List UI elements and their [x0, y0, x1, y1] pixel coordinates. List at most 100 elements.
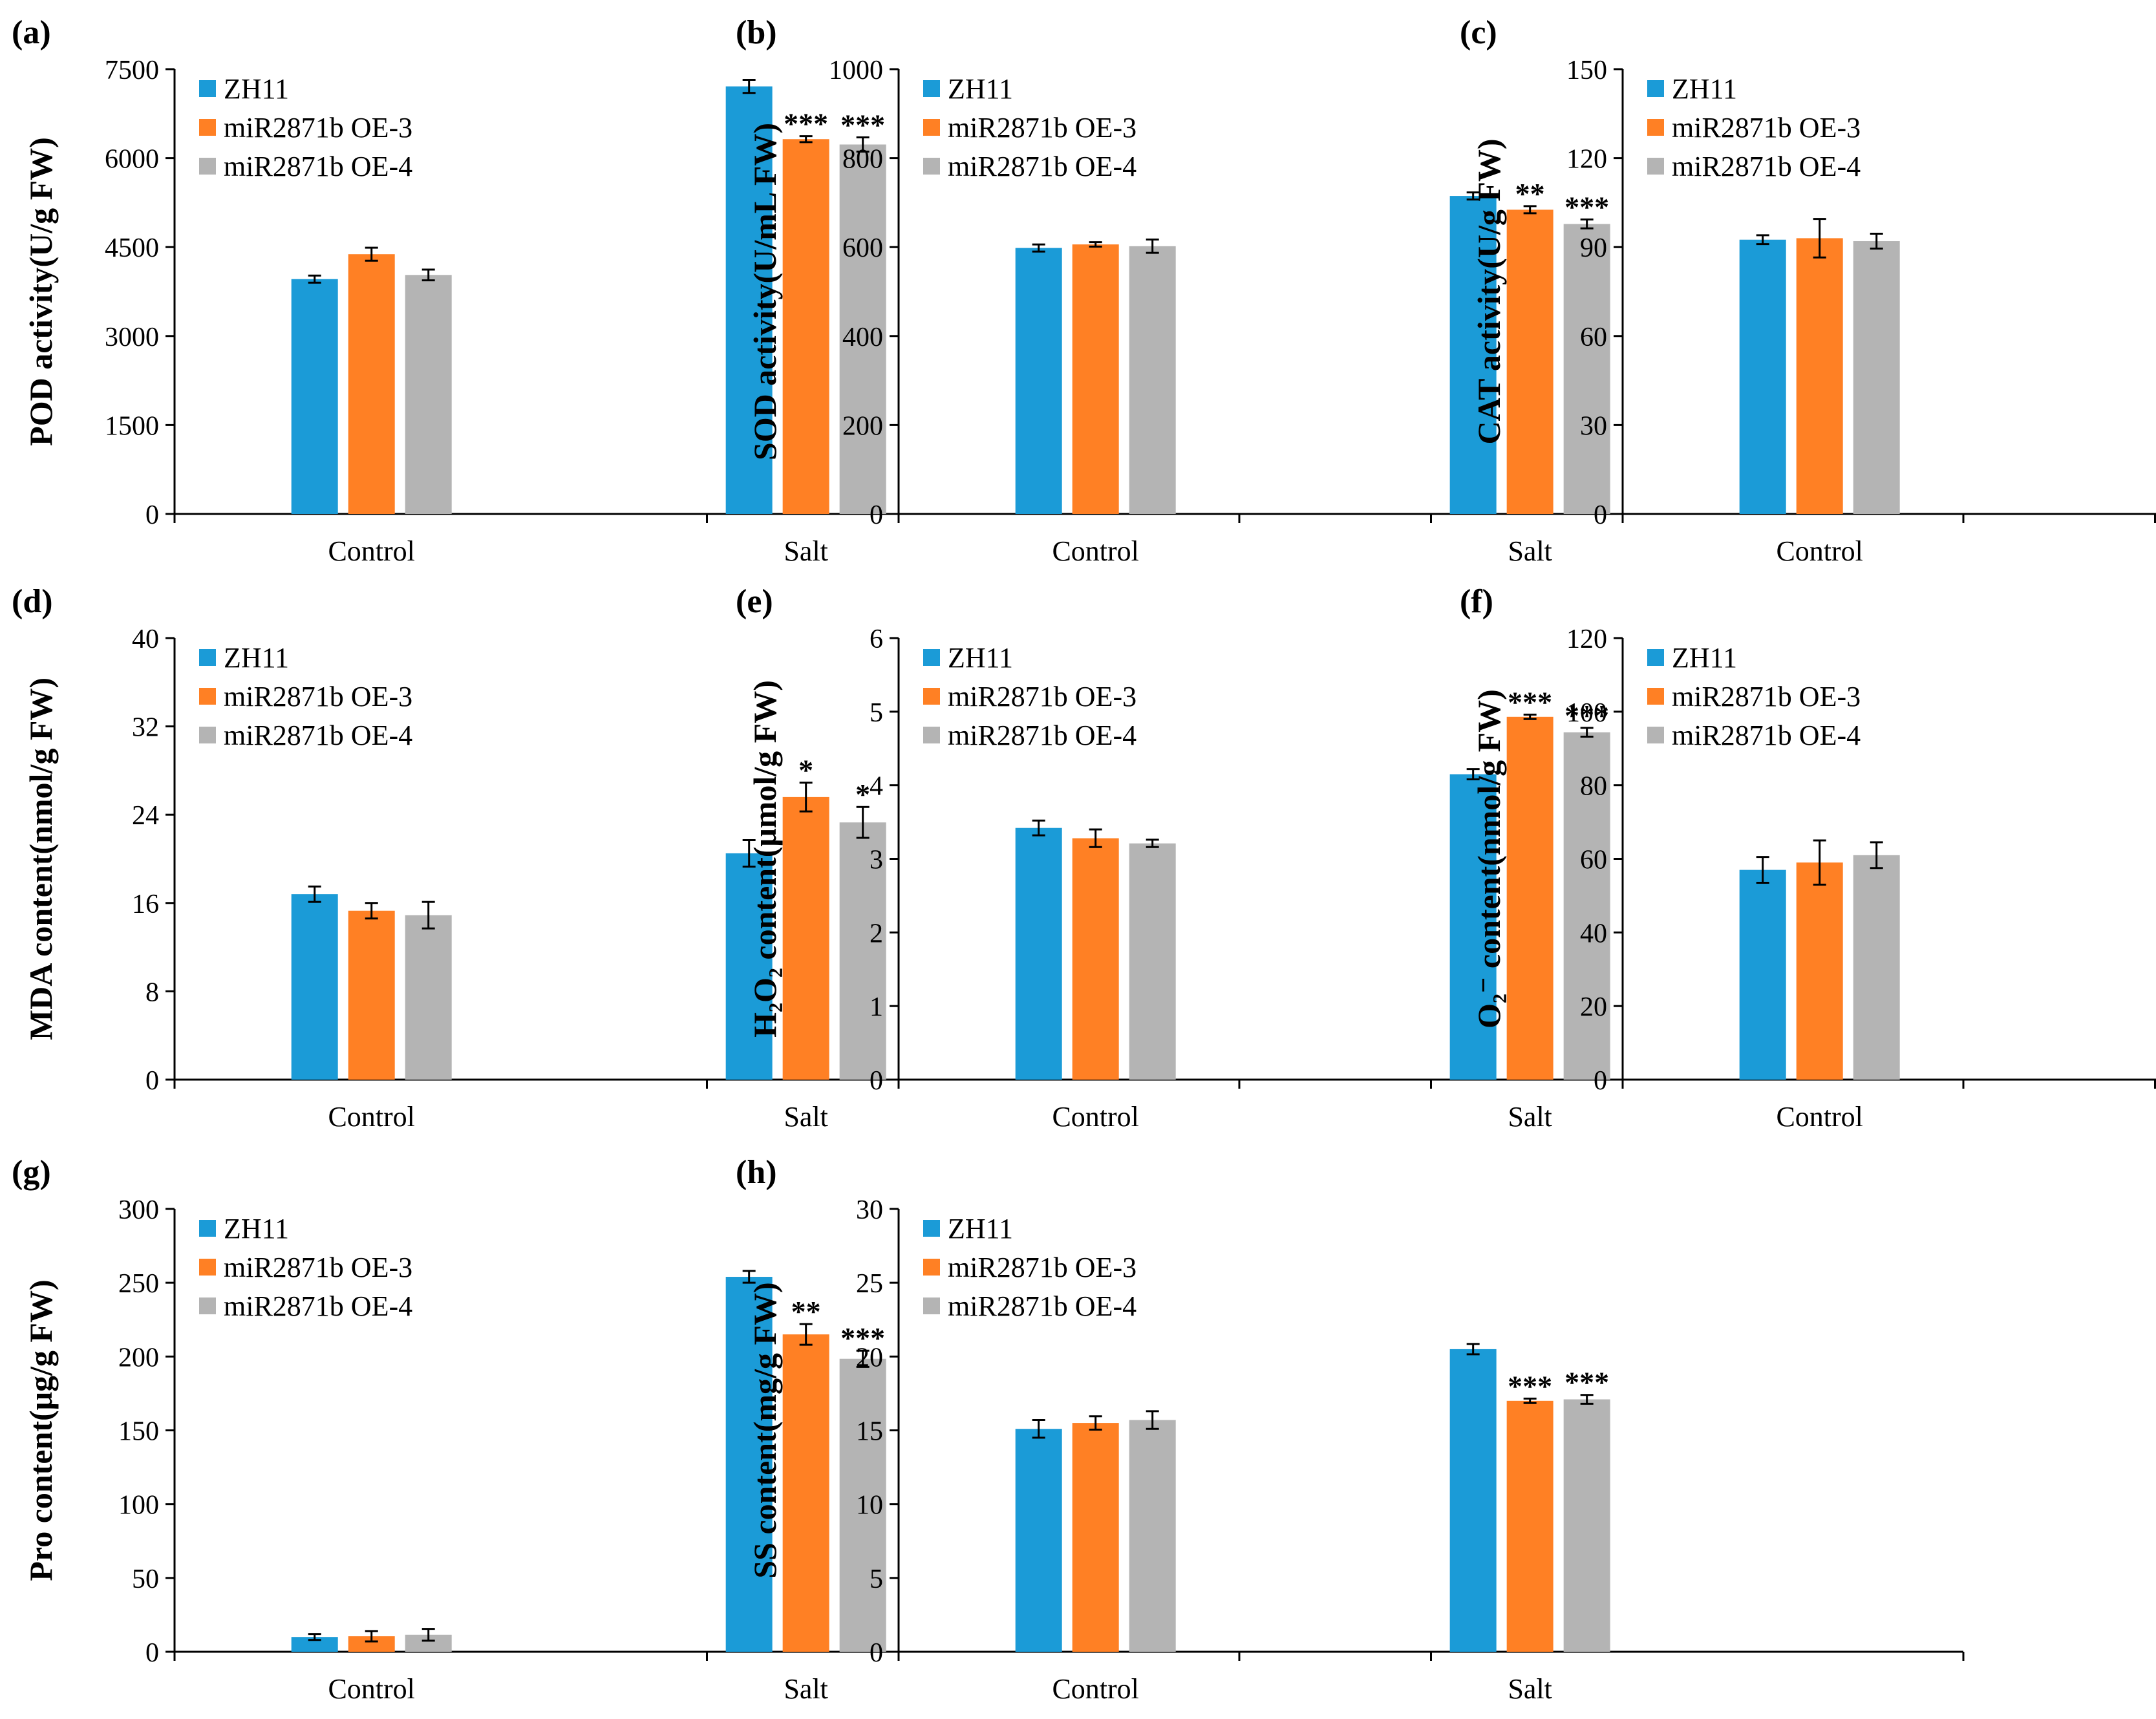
x-tick-label: Control — [328, 1101, 414, 1133]
y-tick-label: 3000 — [105, 323, 159, 352]
bar — [1449, 196, 1497, 514]
y-tick-label: 2 — [870, 919, 883, 948]
bar — [1129, 246, 1176, 514]
y-tick-label: 20 — [1580, 992, 1607, 1022]
bar — [1853, 855, 1900, 1080]
y-tick-label: 150 — [118, 1417, 159, 1447]
y-tick-label: 200 — [118, 1343, 159, 1372]
y-tick-label: 8 — [145, 977, 159, 1007]
y-tick-label: 5 — [870, 698, 883, 728]
legend-swatch — [199, 688, 216, 705]
legend-label: miR2871b OE-4 — [948, 720, 1137, 751]
bar — [1072, 838, 1119, 1080]
significance-label: *** — [840, 108, 885, 141]
legend-swatch — [1647, 80, 1664, 97]
legend-swatch — [923, 1220, 940, 1237]
legend-label: ZH11 — [224, 642, 289, 674]
panel-label: (g) — [12, 1154, 51, 1191]
significance-label: *** — [1508, 685, 1552, 718]
legend-label: miR2871b OE-3 — [1672, 112, 1861, 144]
y-tick-label: 30 — [1580, 411, 1607, 441]
bar — [1853, 241, 1900, 514]
bar — [291, 1637, 338, 1652]
legend-label: miR2871b OE-4 — [1672, 720, 1861, 751]
bar — [1796, 238, 1843, 514]
panel-label: (d) — [12, 583, 53, 620]
legend-label: ZH11 — [1672, 642, 1737, 674]
y-tick-label: 0 — [145, 500, 159, 530]
significance-label: *** — [1508, 1369, 1552, 1402]
y-axis-label: H₂O₂ content(μmol/g FW) — [747, 680, 783, 1038]
x-tick-label: Salt — [1508, 535, 1552, 567]
bar — [1563, 224, 1610, 514]
legend-swatch — [199, 649, 216, 666]
chart-panel-1: (b)SOD activity(U/mL FW)0200400600800100… — [736, 14, 1965, 567]
y-tick-label: 6 — [870, 625, 883, 654]
legend-swatch — [923, 1297, 940, 1314]
bar — [782, 796, 829, 1080]
legend-swatch — [199, 1297, 216, 1314]
x-tick-label: Salt — [784, 1673, 827, 1705]
chart-panel-7: (h) SS content(mg/g FW) 0 5 10 15 20 25 30 Contro… — [736, 1154, 1965, 1705]
legend-label: ZH11 — [948, 73, 1013, 105]
y-tick-label: 50 — [132, 1564, 159, 1594]
bar — [782, 1334, 829, 1652]
legend-label: ZH11 — [948, 1213, 1013, 1244]
bar — [839, 144, 886, 514]
y-tick-label: 20 — [856, 1343, 883, 1372]
legend-swatch — [199, 1259, 216, 1276]
legend-swatch — [923, 119, 940, 136]
y-tick-label: 0 — [870, 1638, 883, 1668]
significance-label: *** — [1564, 699, 1609, 732]
bar — [1449, 1349, 1497, 1652]
significance-label: ** — [791, 1295, 821, 1328]
x-tick-label: Salt — [1508, 1673, 1552, 1705]
legend-swatch — [923, 688, 940, 705]
panel-label: (e) — [736, 583, 773, 620]
legend-label: miR2871b OE-4 — [948, 1290, 1137, 1322]
legend-swatch — [923, 80, 940, 97]
y-axis-label: CAT activity(U/g FW) — [1471, 138, 1507, 444]
y-axis-label: SOD activity(U/mL FW) — [747, 123, 783, 460]
bar — [348, 254, 395, 514]
bar — [405, 915, 452, 1080]
significance-label: *** — [1564, 1366, 1609, 1399]
legend-label: miR2871b OE-4 — [1672, 151, 1861, 182]
legend-swatch — [923, 649, 940, 666]
x-tick-label: Salt — [784, 535, 827, 567]
x-tick-label: Control — [1776, 1101, 1862, 1133]
y-tick-label: 32 — [132, 713, 159, 743]
bar — [1129, 843, 1176, 1080]
y-tick-label: 150 — [1566, 56, 1607, 85]
bar — [725, 853, 773, 1080]
x-tick-label: Control — [328, 535, 414, 567]
y-tick-label: 16 — [132, 890, 159, 919]
panel-label: (b) — [736, 14, 777, 51]
legend-swatch — [923, 158, 940, 175]
significance-label: *** — [1564, 191, 1609, 224]
legend-label: miR2871b OE-3 — [948, 681, 1137, 712]
bar — [1739, 239, 1786, 514]
y-tick-label: 250 — [118, 1269, 159, 1299]
legend-label: ZH11 — [1672, 73, 1737, 105]
bar — [1506, 716, 1553, 1080]
x-tick-label: Salt — [1508, 1101, 1552, 1133]
y-tick-label: 0 — [870, 500, 883, 530]
legend-label: miR2871b OE-4 — [948, 151, 1137, 182]
legend-label: miR2871b OE-3 — [1672, 681, 1861, 712]
bar — [1015, 248, 1062, 514]
y-tick-label: 15 — [856, 1417, 883, 1447]
legend-swatch — [923, 727, 940, 743]
y-tick-label: 40 — [132, 625, 159, 654]
y-tick-label: 90 — [1580, 233, 1607, 263]
chart-panel-2: (c) CAT activity(U/g FW) 0 30 60 90 120 150 Cont… — [1460, 14, 2156, 567]
x-tick-label: Control — [328, 1673, 414, 1705]
bar — [1506, 209, 1553, 514]
legend-swatch — [1647, 119, 1664, 136]
y-tick-label: 0 — [1594, 1066, 1607, 1096]
bar — [1739, 870, 1786, 1080]
y-tick-label: 300 — [118, 1195, 159, 1225]
legend-label: miR2871b OE-3 — [948, 1252, 1137, 1283]
y-tick-label: 0 — [870, 1066, 883, 1096]
